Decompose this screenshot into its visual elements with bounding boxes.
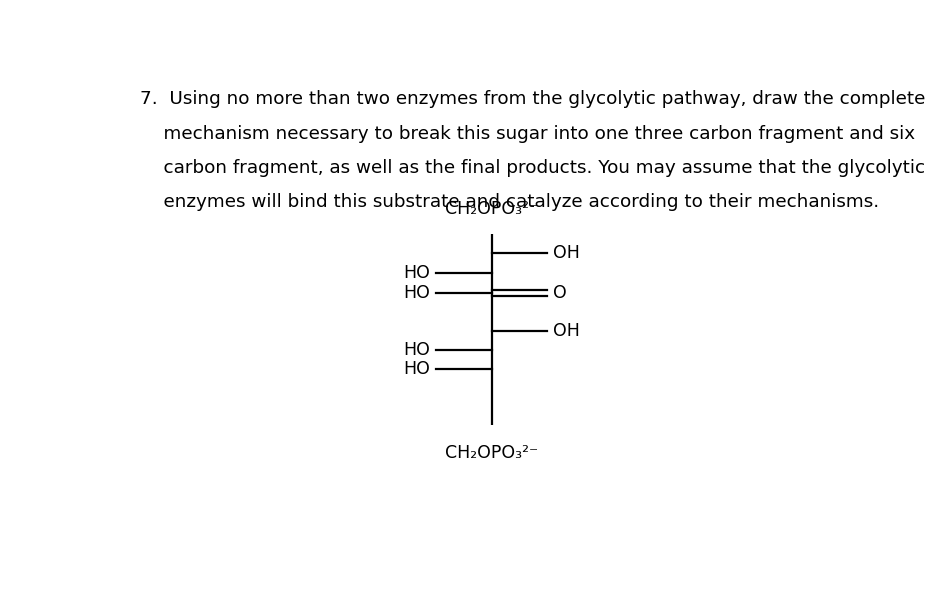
Text: O: O [553,284,566,302]
Text: CH₂OPO₃²⁻: CH₂OPO₃²⁻ [445,199,538,218]
Text: HO: HO [404,284,430,302]
Text: enzymes will bind this substrate and catalyze according to their mechanisms.: enzymes will bind this substrate and cat… [140,194,879,211]
Text: 7.  Using no more than two enzymes from the glycolytic pathway, draw the complet: 7. Using no more than two enzymes from t… [140,90,925,108]
Text: OH: OH [553,322,580,340]
Text: CH₂OPO₃²⁻: CH₂OPO₃²⁻ [445,444,538,462]
Text: HO: HO [404,341,430,359]
Text: OH: OH [553,244,580,262]
Text: mechanism necessary to break this sugar into one three carbon fragment and six: mechanism necessary to break this sugar … [140,124,915,143]
Text: carbon fragment, as well as the final products. You may assume that the glycolyt: carbon fragment, as well as the final pr… [140,159,924,177]
Text: HO: HO [404,360,430,378]
Text: HO: HO [404,264,430,282]
